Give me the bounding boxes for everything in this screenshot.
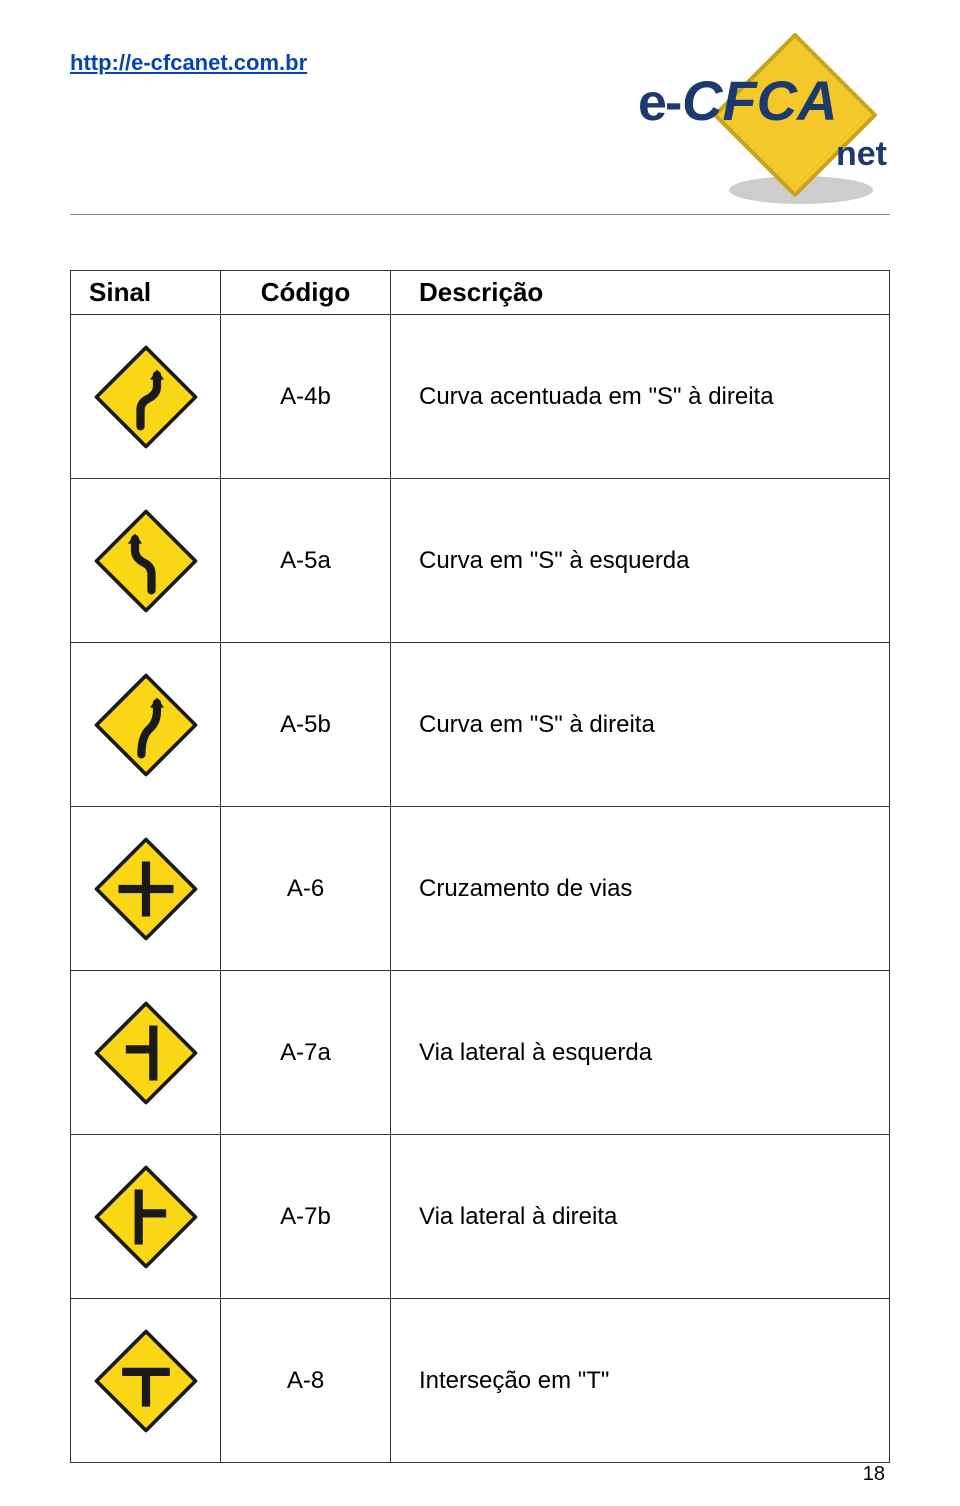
- description-cell: Curva acentuada em "S" à direita: [391, 315, 890, 479]
- description-cell: Curva em "S" à direita: [391, 643, 890, 807]
- table-row: A-6Cruzamento de vias: [71, 807, 890, 971]
- description-cell: Cruzamento de vias: [391, 807, 890, 971]
- description-cell: Via lateral à direita: [391, 1135, 890, 1299]
- code-cell: A-8: [221, 1299, 391, 1463]
- table-row: A-5bCurva em "S" à direita: [71, 643, 890, 807]
- site-logo: e - CFCA net: [610, 20, 920, 210]
- col-sinal: Sinal: [71, 271, 221, 315]
- warning-sign-icon: [71, 1162, 220, 1272]
- table-row: A-5aCurva em "S" à esquerda: [71, 479, 890, 643]
- svg-text:-: -: [665, 74, 682, 132]
- sign-cell: [71, 315, 221, 479]
- page-number: 18: [863, 1463, 885, 1486]
- svg-text:e: e: [638, 74, 667, 132]
- sign-cell: [71, 971, 221, 1135]
- table-row: A-8Interseção em "T": [71, 1299, 890, 1463]
- code-cell: A-7b: [221, 1135, 391, 1299]
- page-header: http://e-cfcanet.com.br e - CFCA net: [70, 40, 890, 215]
- sign-cell: [71, 643, 221, 807]
- signs-table: Sinal Código Descrição A-4bCurva acentua…: [70, 270, 890, 1463]
- sign-cell: [71, 1299, 221, 1463]
- warning-sign-icon: [71, 1326, 220, 1436]
- code-cell: A-6: [221, 807, 391, 971]
- description-cell: Via lateral à esquerda: [391, 971, 890, 1135]
- description-cell: Curva em "S" à esquerda: [391, 479, 890, 643]
- warning-sign-icon: [71, 342, 220, 452]
- warning-sign-icon: [71, 998, 220, 1108]
- description-cell: Interseção em "T": [391, 1299, 890, 1463]
- table-row: A-4bCurva acentuada em "S" à direita: [71, 315, 890, 479]
- code-cell: A-4b: [221, 315, 391, 479]
- warning-sign-icon: [71, 834, 220, 944]
- warning-sign-icon: [71, 670, 220, 780]
- sign-cell: [71, 807, 221, 971]
- table-row: A-7bVia lateral à direita: [71, 1135, 890, 1299]
- col-codigo: Código: [221, 271, 391, 315]
- code-cell: A-5a: [221, 479, 391, 643]
- table-row: A-7aVia lateral à esquerda: [71, 971, 890, 1135]
- col-descricao: Descrição: [391, 271, 890, 315]
- code-cell: A-5b: [221, 643, 391, 807]
- sign-cell: [71, 479, 221, 643]
- site-url-link[interactable]: http://e-cfcanet.com.br: [70, 50, 307, 76]
- svg-text:net: net: [836, 135, 887, 173]
- warning-sign-icon: [71, 506, 220, 616]
- sign-cell: [71, 1135, 221, 1299]
- table-header-row: Sinal Código Descrição: [71, 271, 890, 315]
- code-cell: A-7a: [221, 971, 391, 1135]
- svg-text:CFCA: CFCA: [682, 69, 838, 132]
